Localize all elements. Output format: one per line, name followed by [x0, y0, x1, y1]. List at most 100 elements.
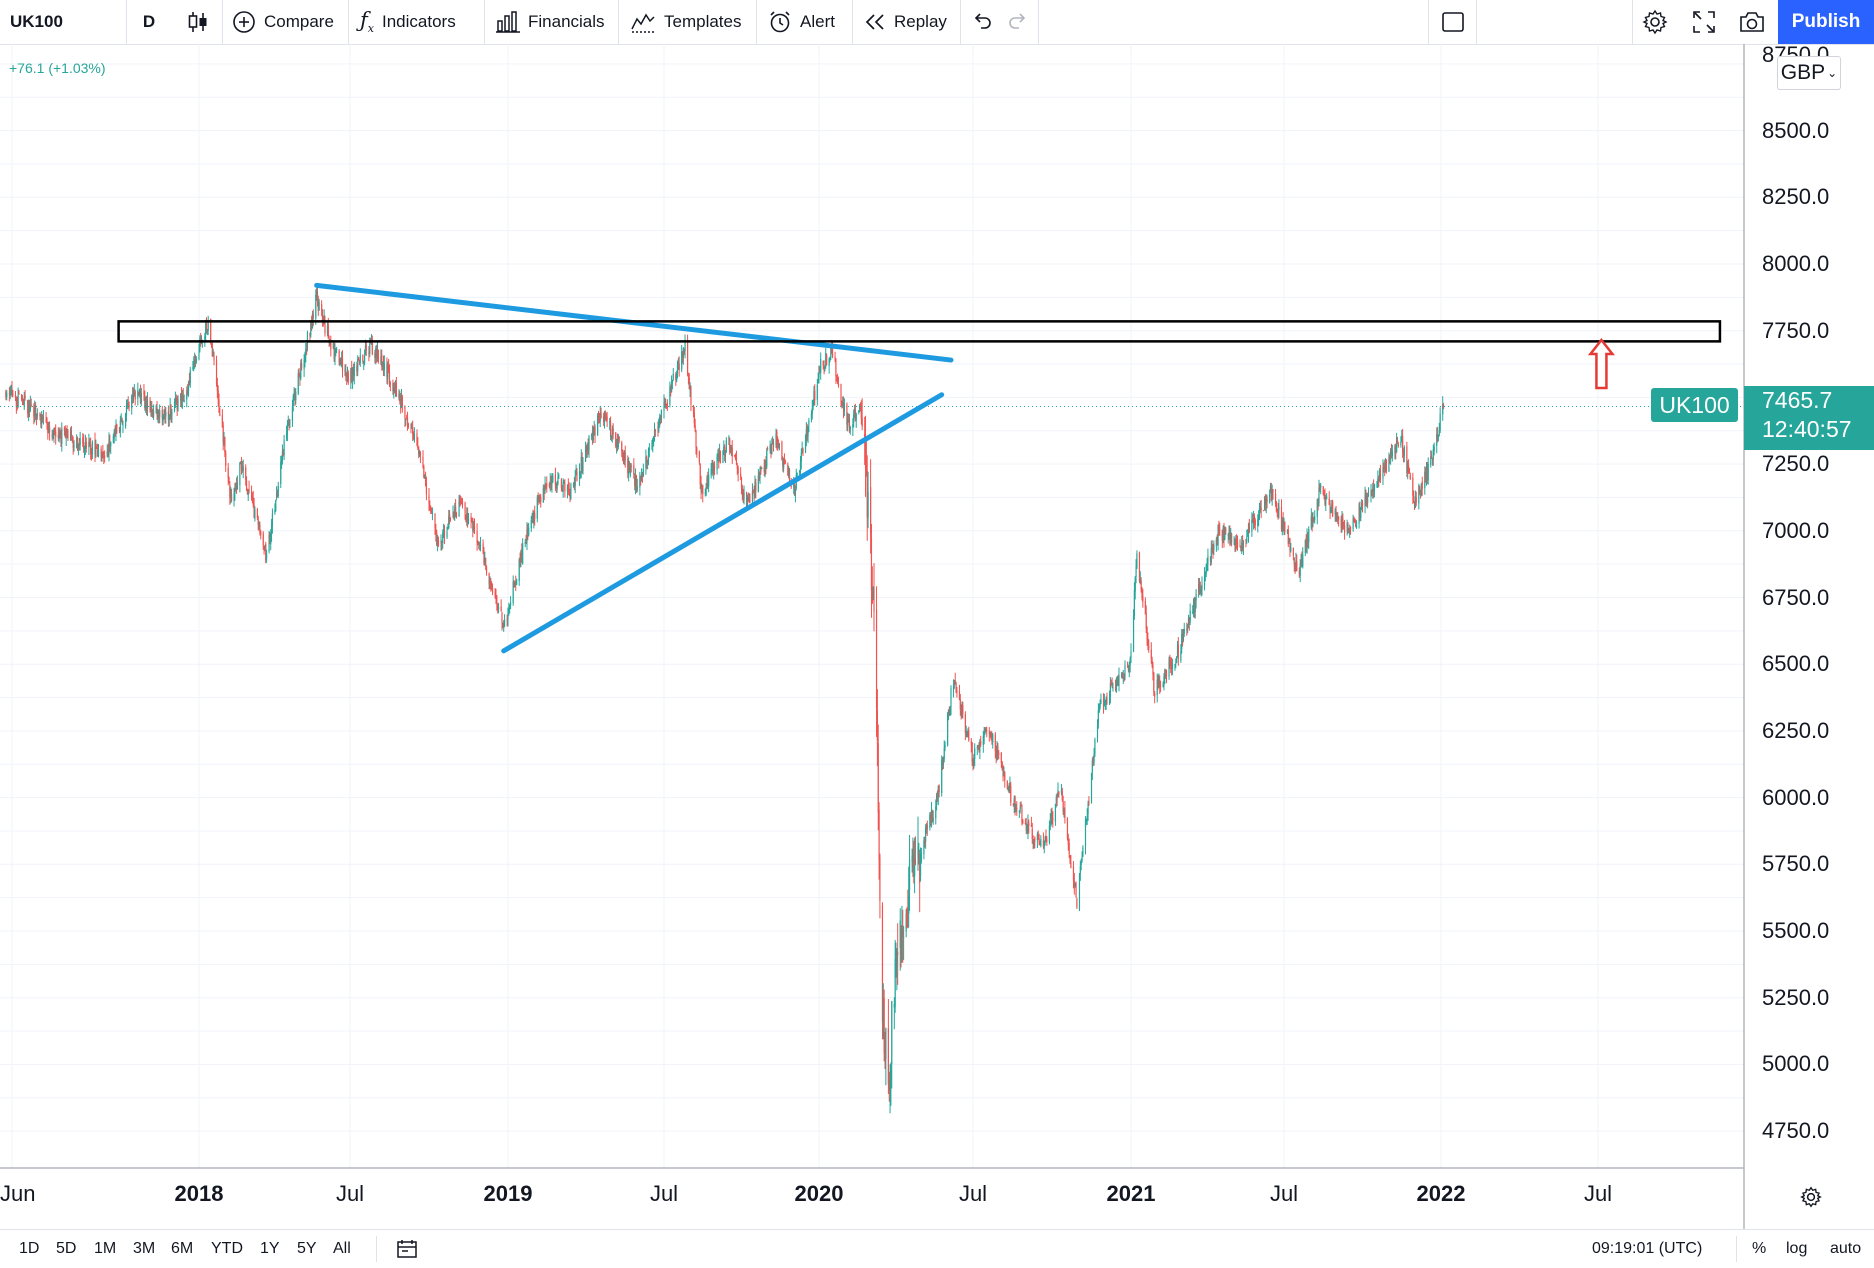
percent-toggle[interactable]: %: [1752, 1240, 1767, 1257]
financials-label: Financials: [528, 12, 605, 31]
range-5y[interactable]: 5Y: [297, 1240, 317, 1257]
candle-body: [820, 358, 822, 373]
arrow-up-icon[interactable]: [1587, 338, 1616, 390]
range-ytd[interactable]: YTD: [211, 1240, 243, 1257]
candle-body: [1025, 823, 1027, 831]
candle-body: [538, 497, 540, 499]
candle-body: [1016, 807, 1018, 809]
alert-button[interactable]: Alert: [760, 0, 852, 44]
candle-body: [852, 424, 854, 429]
range-1d[interactable]: 1D: [19, 1240, 40, 1257]
chart-pane[interactable]: [0, 44, 1874, 1229]
fullscreen-button[interactable]: [1684, 0, 1724, 44]
candle-body: [404, 406, 406, 420]
candle-body: [30, 404, 32, 406]
financials-button[interactable]: Financials: [488, 0, 618, 44]
candle-body: [1389, 457, 1391, 459]
layout-button[interactable]: [1430, 0, 1476, 44]
candle-body: [94, 440, 96, 455]
utc-clock[interactable]: 09:19:01 (UTC): [1592, 1240, 1703, 1257]
price-label: 4750.0: [1762, 1118, 1830, 1144]
candle-body: [681, 351, 683, 370]
auto-toggle[interactable]: auto: [1830, 1240, 1862, 1257]
candle-body: [678, 363, 680, 371]
log-toggle[interactable]: log: [1786, 1240, 1808, 1257]
candle-body: [1117, 676, 1119, 686]
candle-body: [1048, 825, 1051, 843]
price-label: 6500.0: [1762, 651, 1830, 677]
candle-body: [1073, 881, 1075, 888]
candle-body: [36, 413, 38, 417]
indicators-button[interactable]: ƒx Indicators: [352, 0, 484, 44]
candle-body: [564, 484, 566, 492]
candle-body: [550, 482, 552, 485]
range-3m[interactable]: 3M: [133, 1240, 156, 1257]
candle-body: [1384, 459, 1387, 468]
gear-icon[interactable]: [1800, 1186, 1822, 1208]
range-5d[interactable]: 5D: [56, 1240, 77, 1257]
settings-button[interactable]: [1634, 0, 1676, 44]
candle-body: [67, 430, 69, 439]
candle-body: [876, 710, 878, 741]
candle-body: [311, 322, 313, 329]
resistance-zone-rectangle[interactable]: [117, 320, 1722, 343]
candle-body: [1343, 525, 1346, 533]
templates-button[interactable]: Templates: [622, 0, 756, 44]
interval-button[interactable]: D: [126, 0, 172, 44]
candle-body: [1227, 534, 1229, 536]
candle-body: [253, 503, 255, 518]
candle-body: [1154, 692, 1156, 697]
candle-body: [187, 388, 189, 392]
range-all[interactable]: All: [333, 1240, 351, 1257]
candle-body: [377, 350, 379, 362]
replay-button[interactable]: Replay: [856, 0, 960, 44]
candle-body: [1331, 503, 1333, 509]
candle-body: [802, 448, 804, 454]
indicators-label: Indicators: [382, 12, 456, 31]
candle-body: [708, 474, 710, 487]
snapshot-button[interactable]: [1730, 0, 1774, 44]
candle-body: [1061, 791, 1063, 800]
symbol-search[interactable]: UK100: [0, 0, 126, 44]
redo-button[interactable]: [1000, 0, 1036, 44]
candle-body: [423, 466, 425, 478]
candle-body: [947, 714, 949, 746]
candle-body: [1126, 665, 1129, 667]
trend-line[interactable]: [501, 392, 945, 654]
range-1y[interactable]: 1Y: [260, 1240, 280, 1257]
candle-body: [871, 586, 873, 604]
candle-body: [956, 690, 958, 693]
trend-line[interactable]: [314, 282, 954, 363]
candle-body: [116, 424, 118, 428]
currency-select[interactable]: GBP ⌄: [1777, 56, 1841, 90]
candle-body: [684, 341, 686, 352]
candle-body: [182, 395, 184, 402]
candle-body: [677, 361, 679, 366]
undo-button[interactable]: [964, 0, 1000, 44]
candle-body: [1242, 541, 1245, 549]
candle-body: [395, 383, 397, 397]
candle-body: [1236, 541, 1239, 548]
candle-body: [1302, 554, 1304, 567]
candle-body: [508, 607, 510, 611]
range-6m[interactable]: 6M: [171, 1240, 194, 1257]
date-range-icon[interactable]: [396, 1239, 418, 1259]
compare-button[interactable]: Compare: [224, 0, 348, 44]
range-1m[interactable]: 1M: [94, 1240, 117, 1257]
publish-button[interactable]: Publish: [1778, 0, 1874, 44]
chart-type-button[interactable]: [176, 0, 220, 44]
candle-body: [357, 357, 360, 361]
candle-body: [1396, 437, 1398, 453]
candle-body: [597, 416, 600, 418]
candle-body: [1188, 617, 1190, 624]
candle-body: [121, 418, 123, 424]
candle-body: [225, 452, 227, 466]
candle-body: [1054, 804, 1057, 822]
candle-body: [156, 408, 158, 416]
candle-body: [422, 456, 424, 468]
candle-body: [943, 748, 945, 759]
candle-body: [558, 477, 560, 479]
candle-body: [646, 457, 648, 464]
templates-icon: [631, 13, 655, 33]
candle-body: [1418, 485, 1420, 504]
